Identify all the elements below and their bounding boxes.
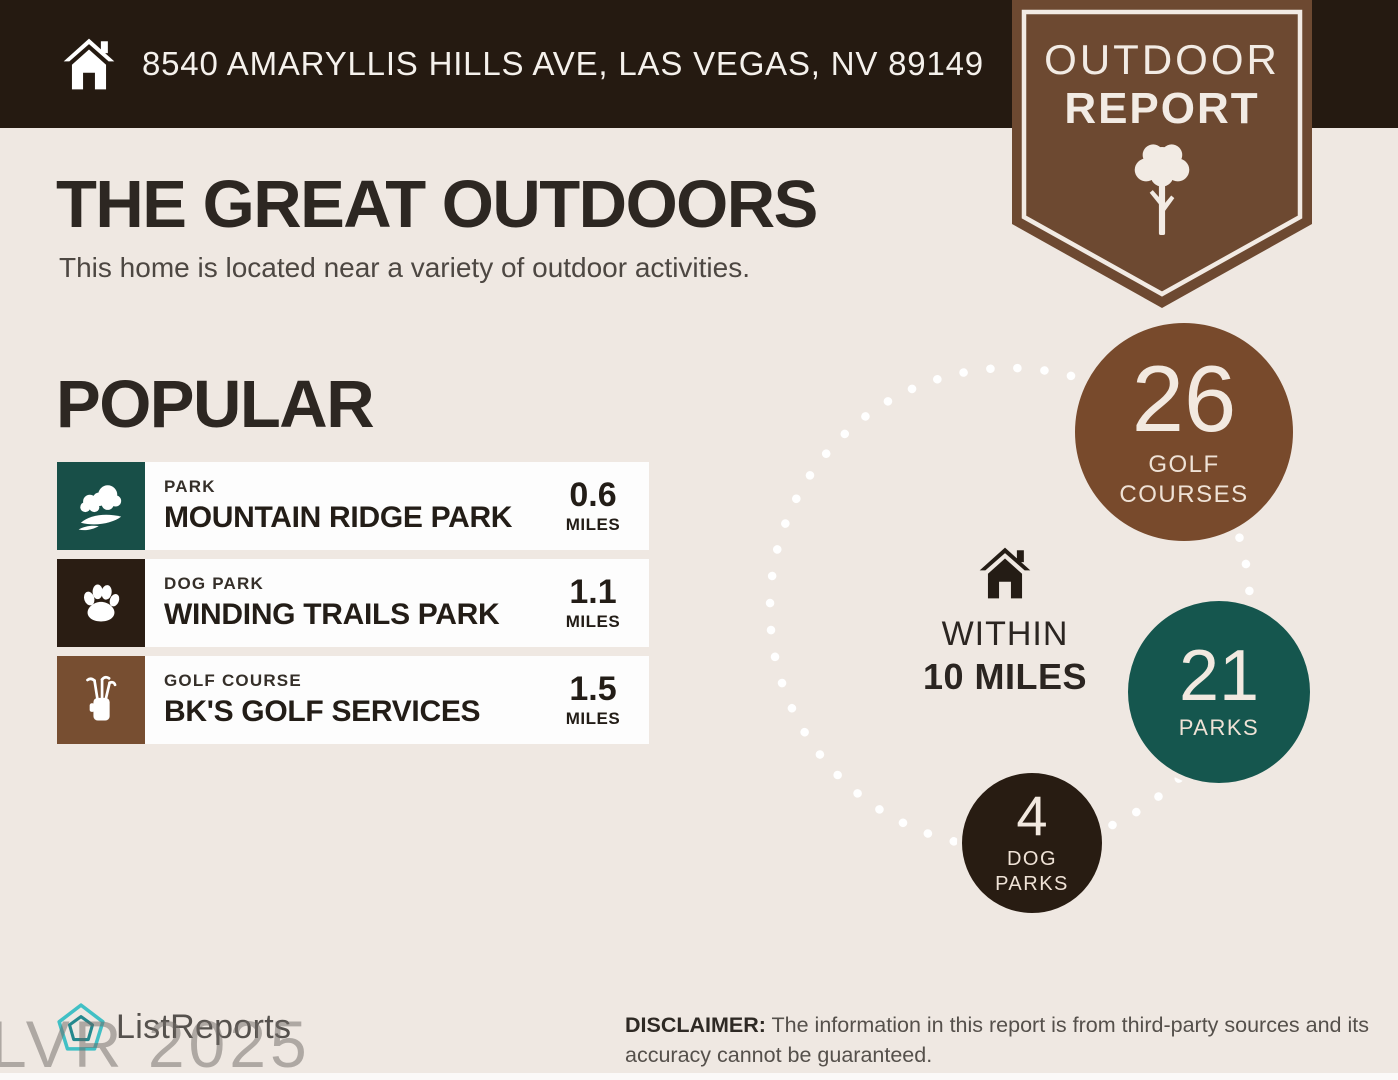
item-name: WINDING TRAILS PARK [164,598,500,631]
golf-bag-icon [86,675,117,721]
badge-title-line2: REPORT [1064,84,1260,133]
item-name: BK'S GOLF SERVICES [164,695,481,728]
badge-title-line1: OUTDOOR [1044,36,1280,83]
paw-icon [83,584,120,622]
stat-value: 4 [1016,784,1048,848]
stat-dog-parks: 4 DOG PARKS [957,768,1107,918]
popular-heading: POPULAR [56,367,375,442]
distance-unit: MILES [565,514,621,534]
disclaimer-text: The information in this report is from t… [625,1013,1369,1068]
list-item-golf-course: GOLF COURSE BK'S GOLF SERVICES 1.5 MILES [57,656,649,744]
outdoor-report-badge: OUTDOOR REPORT [1012,0,1312,312]
within-miles: 10 MILES [922,656,1088,697]
stat-label: DOG PARKS [995,847,1069,895]
distance-value: 1.1 [569,572,617,611]
listreports-logo: ListReports [56,1002,291,1052]
within-radius-label: WITHIN 10 MILES [905,542,1105,698]
tree-icon [1134,144,1190,236]
item-name: MOUNTAIN RIDGE PARK [164,501,513,534]
within-text: WITHIN [941,615,1069,653]
item-distance: 0.6 MILES [537,462,649,550]
watermark: LVR 2025 [0,1007,311,1080]
dog-park-icon-tile [57,559,145,647]
item-category: DOG PARK [164,574,264,593]
page-title: THE GREAT OUTDOORS [56,167,818,242]
list-item-park: PARK MOUNTAIN RIDGE PARK 0.6 MILES [57,462,649,550]
list-item-text: GOLF COURSE BK'S GOLF SERVICES [145,656,481,744]
item-distance: 1.1 MILES [537,559,649,647]
listreports-wordmark: ListReports [116,1007,292,1046]
stat-golf-courses: 26 GOLF COURSES [1070,318,1298,546]
distance-unit: MILES [565,611,621,631]
stat-value: 26 [1131,346,1237,452]
park-trees-icon [78,485,122,531]
bottom-edge-strip [0,1073,1398,1080]
disclaimer: DISCLAIMER: The information in this repo… [625,1010,1381,1070]
distance-unit: MILES [565,708,621,728]
distance-value: 1.5 [569,669,617,708]
distance-value: 0.6 [569,475,617,514]
stat-label: GOLF COURSES [1119,450,1249,508]
item-category: PARK [164,477,216,496]
golf-icon-tile [57,656,145,744]
item-category: GOLF COURSE [164,671,302,690]
home-icon [63,38,115,90]
park-icon-tile [57,462,145,550]
page-subtitle: This home is located near a variety of o… [59,252,751,283]
disclaimer-label: DISCLAIMER: [625,1013,766,1037]
stat-parks: 21 PARKS [1123,596,1315,788]
listreports-pentagon-icon [57,1003,105,1051]
property-address: 8540 AMARYLLIS HILLS AVE, LAS VEGAS, NV … [142,45,984,82]
stat-value: 21 [1178,636,1260,717]
home-icon [979,547,1031,599]
item-distance: 1.5 MILES [537,656,649,744]
popular-list: PARK MOUNTAIN RIDGE PARK 0.6 MILES [57,462,649,753]
list-item-dog-park: DOG PARK WINDING TRAILS PARK 1.1 MILES [57,559,649,647]
stat-label: PARKS [1178,715,1260,741]
list-item-text: DOG PARK WINDING TRAILS PARK [145,559,500,647]
list-item-text: PARK MOUNTAIN RIDGE PARK [145,462,512,550]
